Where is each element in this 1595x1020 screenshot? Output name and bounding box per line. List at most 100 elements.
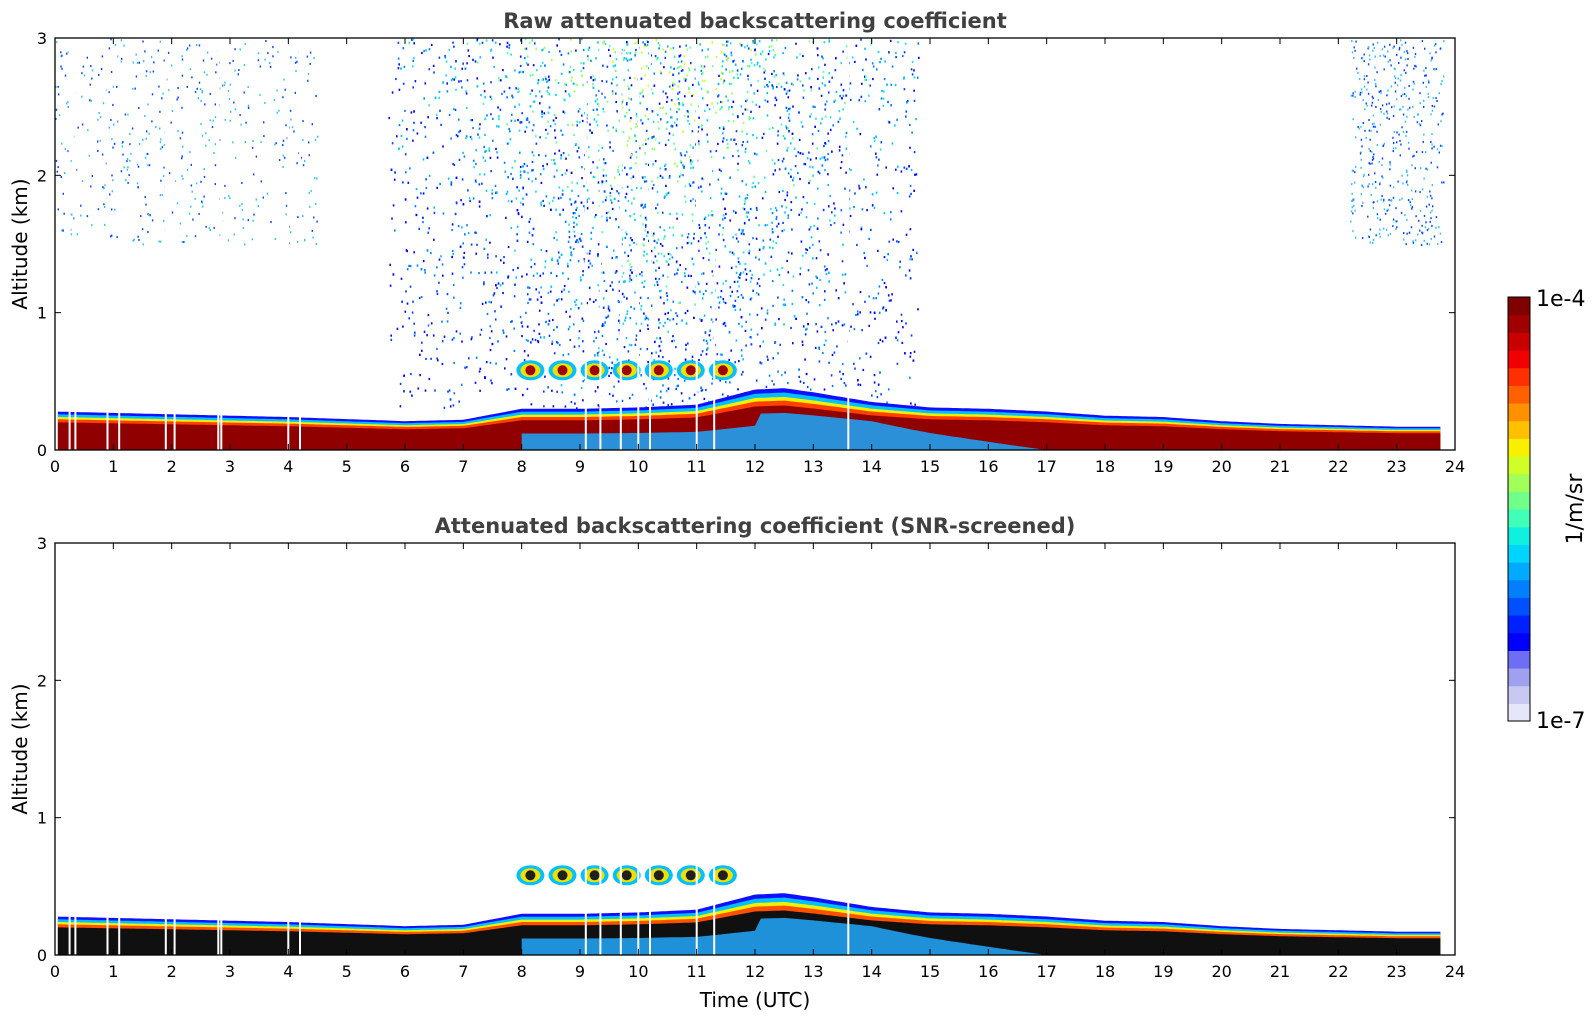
signal-point — [809, 179, 811, 182]
signal-point — [601, 182, 603, 185]
signal-point — [709, 329, 711, 332]
signal-point — [526, 293, 529, 296]
signal-point — [61, 229, 63, 232]
signal-point — [687, 115, 689, 118]
signal-point — [502, 69, 504, 72]
signal-point — [251, 146, 254, 149]
signal-point — [821, 164, 824, 167]
signal-point — [214, 143, 217, 146]
signal-point — [411, 38, 413, 41]
signal-point — [627, 51, 629, 55]
signal-point — [551, 340, 554, 343]
signal-point — [88, 154, 91, 157]
signal-point — [714, 360, 717, 363]
signal-point — [526, 387, 529, 391]
signal-point — [438, 96, 440, 99]
signal-point — [566, 169, 568, 172]
signal-point — [525, 62, 528, 65]
signal-point — [1361, 91, 1363, 94]
signal-point — [736, 73, 739, 76]
signal-point — [693, 316, 695, 319]
signal-point — [730, 349, 732, 352]
signal-point — [610, 82, 613, 85]
signal-point — [131, 127, 134, 130]
signal-point — [746, 132, 748, 135]
signal-point — [747, 47, 750, 50]
signal-point — [459, 332, 461, 335]
signal-point — [441, 320, 443, 323]
signal-point — [136, 182, 139, 185]
signal-point — [732, 120, 735, 123]
signal-point — [659, 242, 662, 246]
signal-point — [1390, 85, 1392, 88]
signal-point — [679, 45, 681, 48]
signal-point — [510, 53, 512, 56]
signal-point — [683, 115, 686, 118]
signal-point — [641, 203, 644, 206]
signal-point — [420, 268, 423, 271]
signal-point — [605, 289, 608, 292]
signal-point — [1385, 228, 1388, 231]
signal-point — [1381, 48, 1384, 51]
signal-point — [159, 127, 161, 130]
signal-point — [520, 38, 522, 42]
signal-point — [580, 239, 582, 242]
signal-point — [817, 54, 819, 57]
signal-point — [503, 161, 506, 164]
signal-point — [181, 155, 183, 158]
signal-point — [147, 152, 149, 155]
signal-point — [664, 143, 667, 146]
signal-point — [1399, 139, 1401, 142]
signal-point — [1431, 133, 1433, 135]
signal-point — [1393, 131, 1395, 133]
signal-point — [581, 114, 583, 117]
signal-point — [680, 60, 683, 63]
signal-point — [692, 198, 694, 201]
signal-point — [1392, 147, 1395, 150]
signal-point — [823, 298, 826, 301]
signal-point — [676, 314, 679, 317]
signal-point — [449, 405, 452, 408]
signal-point — [640, 119, 642, 122]
signal-point — [1413, 67, 1415, 70]
signal-point — [498, 115, 500, 118]
signal-point — [832, 124, 834, 127]
signal-point — [913, 99, 916, 102]
signal-point — [547, 386, 549, 389]
signal-point — [526, 240, 529, 243]
signal-point — [1435, 68, 1438, 71]
signal-point — [803, 89, 805, 92]
signal-point — [691, 257, 694, 260]
signal-point — [1398, 48, 1401, 51]
signal-point — [624, 115, 626, 118]
signal-point — [1437, 123, 1439, 126]
signal-point — [82, 65, 85, 68]
signal-point — [1404, 41, 1407, 44]
signal-point — [692, 181, 694, 184]
signal-point — [622, 280, 625, 283]
signal-point — [747, 64, 749, 68]
x-tick-label: 5 — [342, 962, 352, 981]
signal-point — [724, 245, 727, 248]
signal-point — [711, 291, 713, 294]
signal-point — [624, 251, 626, 254]
signal-point — [424, 389, 427, 392]
signal-point — [667, 404, 669, 407]
signal-point — [1401, 197, 1403, 200]
signal-point — [1393, 142, 1395, 145]
signal-point — [521, 325, 524, 328]
signal-point — [684, 275, 686, 278]
signal-point — [609, 216, 611, 219]
signal-point — [524, 38, 527, 41]
signal-point — [889, 218, 892, 221]
signal-point — [540, 95, 543, 98]
signal-point — [799, 380, 802, 383]
signal-point — [1360, 193, 1362, 196]
signal-point — [811, 282, 813, 285]
signal-point — [655, 207, 657, 210]
signal-point — [436, 186, 438, 189]
signal-point — [563, 111, 566, 114]
signal-point — [1425, 167, 1427, 170]
signal-point — [903, 51, 906, 54]
signal-point — [873, 374, 876, 377]
